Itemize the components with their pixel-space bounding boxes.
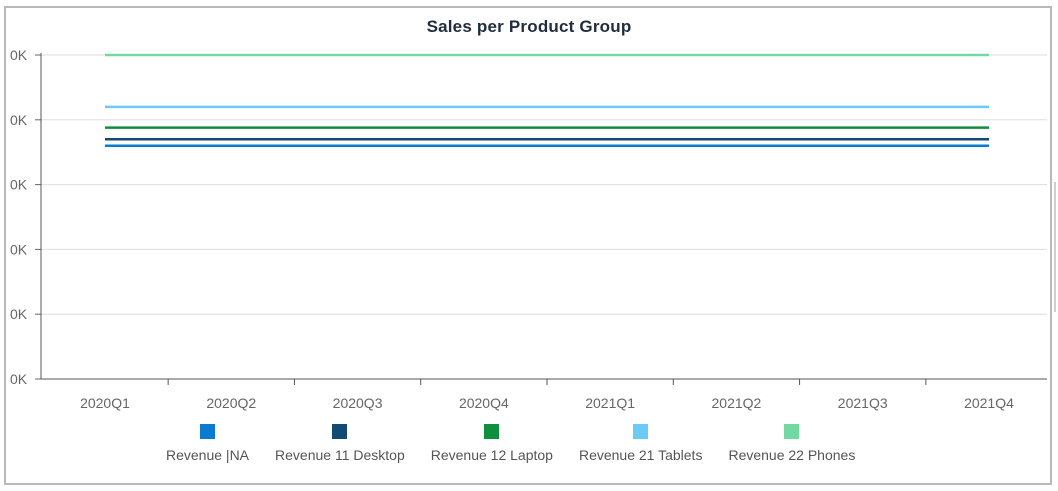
y-tick-label: 0K: [10, 371, 28, 387]
legend-swatch: [484, 424, 500, 439]
legend-item[interactable]: Revenue 12 Laptop: [431, 424, 553, 463]
x-tick-label: 2020Q4: [459, 395, 509, 411]
legend-item[interactable]: Revenue 11 Desktop: [275, 424, 405, 463]
legend-item[interactable]: Revenue 21 Tablets: [578, 424, 703, 463]
scrollbar-edge[interactable]: [1054, 182, 1056, 312]
x-tick-label: 2020Q3: [333, 395, 383, 411]
legend-label: Revenue 22 Phones: [728, 447, 856, 463]
y-tick-label: 0K: [10, 241, 28, 257]
x-tick-label: 2021Q4: [964, 395, 1014, 411]
chart-title: Sales per Product Group: [426, 17, 632, 36]
y-tick-label: 0K: [10, 112, 28, 128]
line-chart: 0K 0K 0K 0K 0K 0K 2020Q1 2020Q2 2020Q3 2020Q4 2021…: [10, 47, 1047, 411]
x-tick-label: 2020Q2: [206, 395, 256, 411]
chart-legend: Revenue |NA Revenue 11 Desktop Revenue 12 …: [166, 424, 881, 463]
y-tick-label: 0K: [10, 177, 28, 193]
legend-label: Revenue 21 Tablets: [578, 447, 703, 463]
legend-label: Revenue 12 Laptop: [430, 447, 553, 463]
y-tick-label: 0K: [10, 306, 28, 322]
legend-swatch: [784, 424, 800, 439]
legend-item[interactable]: Revenue |NA: [166, 424, 249, 463]
legend-swatch: [332, 424, 348, 439]
legend-swatch: [633, 424, 649, 439]
x-tick-label: 2020Q1: [80, 395, 130, 411]
legend-item[interactable]: Revenue 22 Phones: [728, 424, 855, 463]
legend-label: Revenue |NA: [166, 447, 250, 463]
legend-swatch: [200, 424, 215, 439]
x-tick-label: 2021Q2: [712, 395, 762, 411]
legend-label: Revenue 11 Desktop: [275, 447, 405, 463]
x-tick-label: 2021Q1: [585, 395, 635, 411]
chart-frame: [4, 6, 1052, 485]
y-tick-label: 0K: [10, 47, 28, 63]
x-tick-label: 2021Q3: [838, 395, 888, 411]
